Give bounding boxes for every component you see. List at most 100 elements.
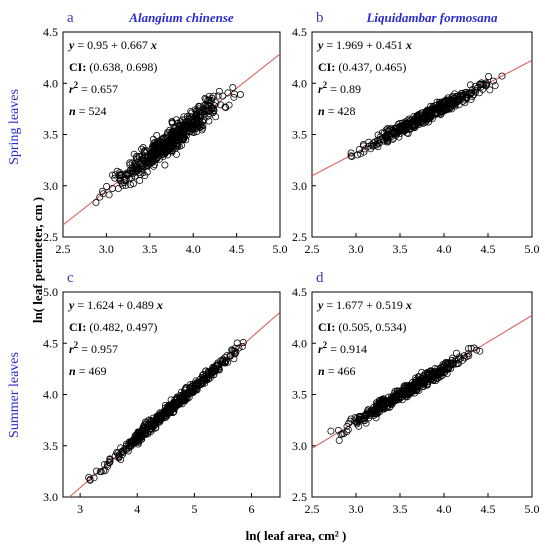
data-point [137,159,145,167]
data-point [389,134,397,142]
panels: 2.5 3.0 3.5 4.0 4.5 5.0 2.5 3.0 3.5 4.0 4.5 a Alangi… [43,10,540,516]
data-point [148,151,156,159]
data-point [491,82,499,90]
data-point [469,91,477,99]
data-point [451,357,459,365]
data-point [231,90,238,98]
data-point [415,112,423,119]
data-point [412,117,420,125]
data-point [463,94,470,102]
panel-a: 2.5 3.0 3.5 4.0 4.5 5.0 2.5 3.0 3.5 4.0 4.5 a Alangi… [43,10,288,256]
data-point [403,129,411,137]
n-label: n = 524 [69,104,106,118]
data-point [466,81,474,89]
data-point [479,85,487,93]
data-point [111,174,119,182]
data-point [230,93,238,101]
data-point [353,151,361,159]
data-point [427,102,435,110]
x-tick-label: 2.5 [305,242,320,256]
data-point [210,92,218,100]
data-point [117,456,125,464]
data-point [169,128,177,136]
data-point [453,98,460,106]
data-point [166,135,174,143]
plot-area [312,59,532,177]
data-point [135,433,143,440]
data-point [192,115,200,123]
data-point [161,161,169,169]
data-point [196,124,204,132]
data-point [182,130,190,138]
data-point [498,72,506,80]
data-point [97,468,105,476]
data-point [433,105,441,113]
x-tick-label: 4.0 [437,502,452,516]
data-point [96,193,104,201]
data-point [456,353,463,361]
data-point [130,436,138,444]
data-point [453,93,461,101]
data-point [461,99,469,107]
data-point [213,361,221,369]
data-point [111,452,119,460]
data-point [415,386,423,394]
y-tick-label: 4.0 [292,336,307,350]
data-point [224,358,232,366]
y-tick-label: 3.5 [43,128,58,142]
data-point [166,409,174,416]
y-tick-label: 4.0 [43,388,58,402]
data-point [372,403,380,410]
data-point [212,113,220,121]
data-point [436,365,444,373]
data-point [374,131,382,139]
y-tick-label: 4.5 [292,285,307,299]
data-point [393,129,401,137]
x-tick-label: 3.5 [393,242,408,256]
data-point [225,101,233,109]
data-point [466,89,473,97]
data-point [414,377,422,385]
data-point [90,474,98,482]
data-point [392,393,400,401]
panel-c: 3 4 5 6 3.0 3.5 4.0 4.5 5.0 c y = 1.624 + 0.489 x C… [43,270,281,516]
data-point [239,342,246,350]
data-point [396,391,403,399]
data-point [177,388,185,396]
data-point [470,344,478,352]
x-tick-label: 6 [248,502,254,516]
data-point [195,105,203,113]
data-point [122,175,130,183]
data-point [123,172,131,180]
data-point [467,95,475,103]
data-point [201,94,209,102]
x-tick-label: 5.0 [273,242,288,256]
data-point [183,123,191,131]
data-point [209,369,217,377]
data-point [473,346,480,354]
data-point [223,352,231,360]
data-point [221,359,228,367]
data-point [415,373,422,381]
data-point [436,109,444,117]
data-point [214,92,222,100]
data-point [106,457,114,465]
data-point [485,73,493,80]
x-tick-label: 4 [134,502,140,516]
data-point [166,147,174,155]
equation-label: y = 1.624 + 0.489 x [67,298,163,312]
data-point [172,134,180,142]
data-point [156,409,164,417]
ci-label: CI: (0.482, 0.497) [69,320,157,334]
x-tick-label: 3.5 [393,502,408,516]
data-point [153,143,161,151]
data-point [191,125,199,133]
data-point [391,392,399,400]
x-tick-label: 3.0 [99,242,114,256]
x-tick-label: 4.5 [229,242,244,256]
data-point [166,140,174,148]
data-point [204,372,212,380]
x-tick-label: 4.0 [437,242,452,256]
data-point [197,113,205,121]
data-point [193,106,201,114]
